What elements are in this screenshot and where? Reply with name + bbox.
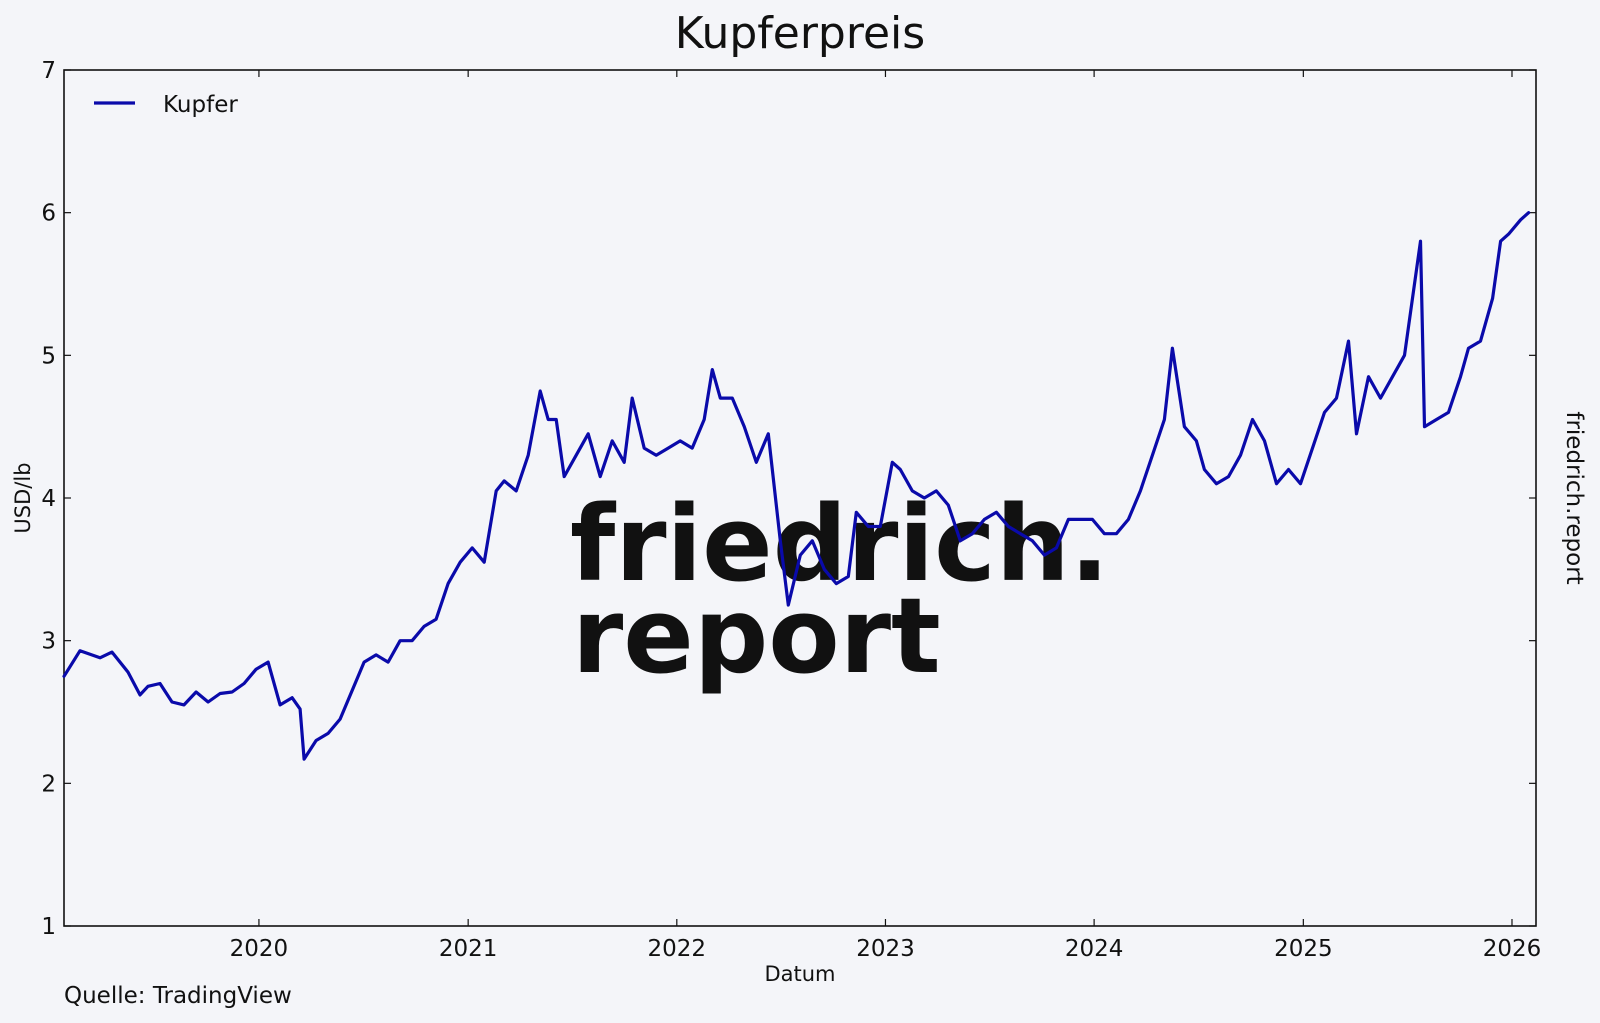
- x-tick-label: 2025: [1274, 936, 1333, 962]
- x-tick-label: 2020: [230, 936, 289, 962]
- y-tick-label: 6: [41, 201, 56, 227]
- source-label: Quelle: TradingView: [64, 983, 292, 1009]
- x-tick-label: 2021: [439, 936, 498, 962]
- legend: Kupfer: [94, 92, 238, 118]
- y-tick-label: 3: [41, 629, 56, 655]
- series-line-kupfer: [62, 211, 1531, 761]
- x-tick-label: 2026: [1483, 936, 1542, 962]
- y-tick-label: 4: [41, 486, 56, 512]
- watermark-line-2: report: [572, 575, 941, 697]
- y-tick-label: 5: [41, 343, 56, 369]
- x-tick-label: 2023: [856, 936, 915, 962]
- x-axis-label: Datum: [764, 962, 835, 986]
- y-tick-label: 1: [41, 914, 56, 940]
- legend-label-kupfer: Kupfer: [163, 92, 238, 118]
- x-tick-label: 2022: [648, 936, 707, 962]
- watermark-line-1: friedrich.: [570, 483, 1109, 605]
- y-axis: 1 2 3 4 5 6 7: [41, 58, 1536, 940]
- chart-title: Kupferpreis: [675, 8, 925, 59]
- x-tick-label: 2024: [1065, 936, 1124, 962]
- watermark: friedrich. report: [570, 483, 1109, 697]
- side-brand-label: friedrich.report: [1561, 411, 1587, 584]
- y-axis-label: USD/lb: [11, 462, 35, 533]
- y-tick-label: 2: [41, 771, 56, 797]
- x-axis: 2020 2021 2022 2023 2024 2025 2026: [230, 70, 1542, 962]
- y-tick-label: 7: [41, 58, 56, 84]
